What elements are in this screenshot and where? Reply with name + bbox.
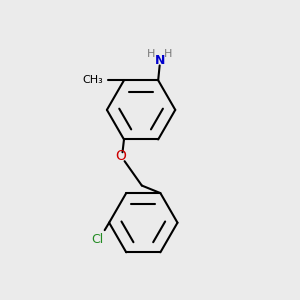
- Text: CH₃: CH₃: [82, 75, 103, 85]
- Text: O: O: [116, 149, 127, 163]
- Text: Cl: Cl: [91, 233, 103, 246]
- Text: H: H: [164, 49, 172, 58]
- Text: N: N: [154, 54, 165, 67]
- Text: H: H: [147, 49, 155, 58]
